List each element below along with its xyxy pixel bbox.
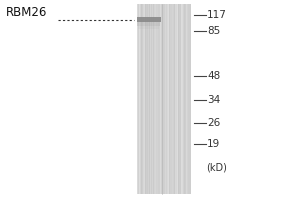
Bar (136, 4, 137, 194)
Bar (184, 4, 185, 194)
Bar (182, 4, 183, 194)
Bar (146, 4, 147, 194)
Bar (136, 17, 160, 22)
Bar (170, 4, 171, 194)
Bar (164, 4, 190, 194)
Bar (179, 4, 180, 194)
Bar (175, 4, 176, 194)
Bar (188, 4, 189, 194)
Bar (156, 4, 157, 194)
Bar (165, 4, 166, 194)
Bar (160, 4, 161, 194)
Bar (137, 4, 138, 194)
Bar (141, 4, 142, 194)
Bar (171, 4, 172, 194)
Bar (189, 4, 190, 194)
Bar (145, 4, 146, 194)
Bar (143, 4, 144, 194)
Bar (159, 4, 160, 194)
Bar (164, 4, 165, 194)
Bar (172, 4, 173, 194)
Text: (kD): (kD) (206, 163, 227, 173)
Bar (147, 4, 148, 194)
Text: 85: 85 (207, 26, 220, 36)
Bar (158, 4, 159, 194)
Text: RBM26: RBM26 (6, 6, 47, 20)
Bar (152, 4, 153, 194)
Bar (157, 4, 158, 194)
Bar (136, 4, 160, 194)
Bar (180, 4, 181, 194)
Bar (149, 4, 150, 194)
Bar (173, 4, 174, 194)
Bar (136, 4, 190, 194)
Bar (187, 4, 188, 194)
Text: 26: 26 (207, 118, 220, 128)
Bar (162, 4, 163, 194)
Bar (183, 4, 184, 194)
Bar (169, 4, 170, 194)
Bar (161, 4, 162, 194)
Bar (138, 4, 139, 194)
Text: 19: 19 (207, 139, 220, 149)
Bar (144, 4, 145, 194)
Bar (185, 4, 186, 194)
Bar (137, 22, 160, 26)
Bar (139, 4, 140, 194)
Text: 117: 117 (207, 10, 227, 20)
Bar (177, 4, 178, 194)
Bar (154, 4, 155, 194)
Bar (150, 4, 151, 194)
Bar (181, 4, 182, 194)
Text: 48: 48 (207, 71, 220, 81)
Bar (163, 4, 164, 194)
Bar (176, 4, 177, 194)
Bar (138, 26, 159, 29)
Bar (166, 4, 167, 194)
Bar (168, 4, 169, 194)
Bar (153, 4, 154, 194)
Bar (174, 4, 175, 194)
Bar (155, 4, 156, 194)
Bar (178, 4, 179, 194)
Bar (142, 4, 143, 194)
Text: 34: 34 (207, 95, 220, 105)
